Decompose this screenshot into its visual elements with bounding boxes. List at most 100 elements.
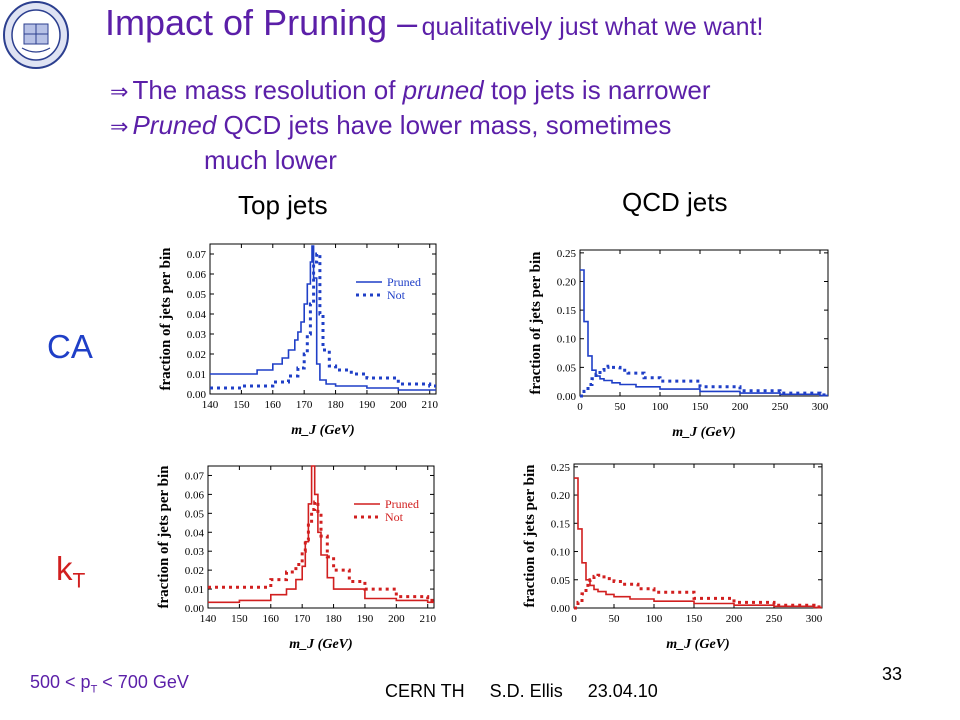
legend-label: Not xyxy=(387,288,406,302)
bullet-list: ⇒ The mass resolution of pruned top jets … xyxy=(110,74,711,177)
y-tick-label: 0.10 xyxy=(551,547,571,559)
plot-frame xyxy=(579,249,829,397)
x-tick-label: 190 xyxy=(359,399,376,411)
y-tick-label: 0.01 xyxy=(185,584,204,596)
y-tick-label: 0.10 xyxy=(557,334,577,346)
y-tick-label: 0.05 xyxy=(185,508,205,520)
bullet-item: ⇒ Pruned QCD jets have lower mass, someti… xyxy=(110,109,711,144)
series-pruned-line xyxy=(208,465,434,604)
series-not-line xyxy=(208,500,434,602)
legend-label: Pruned xyxy=(387,275,421,289)
x-tick-label: 180 xyxy=(327,399,344,411)
pt-prefix: 500 < p xyxy=(30,672,91,692)
series-pruned-line xyxy=(580,269,828,397)
y-tick-label: 0.01 xyxy=(187,369,206,381)
y-tick-label: 0.06 xyxy=(187,269,207,281)
col-title-top-jets: Top jets xyxy=(238,190,328,220)
y-tick-label: 0.00 xyxy=(185,603,205,615)
y-axis-label: fraction of jets per bin xyxy=(156,465,172,609)
x-tick-label: 140 xyxy=(200,613,217,625)
x-tick-label: 200 xyxy=(390,399,407,411)
x-axis-label: m_J (GeV) xyxy=(672,425,735,440)
x-tick-label: 210 xyxy=(421,399,438,411)
title-main: Impact of Pruning – xyxy=(105,2,418,43)
bullet-text: top jets is narrower xyxy=(483,75,711,105)
title-subtitle: qualitatively just what we want! xyxy=(421,13,764,41)
y-tick-label: 0.15 xyxy=(557,305,577,317)
implies-arrow-icon: ⇒ xyxy=(110,80,129,105)
x-tick-label: 300 xyxy=(806,613,823,625)
pt-range-label: 500 < pT < 700 GeV xyxy=(30,672,189,696)
x-tick-label: 250 xyxy=(766,613,783,625)
y-tick-label: 0.05 xyxy=(551,575,571,587)
row-label-kt-main: k xyxy=(56,550,73,587)
bullet-emphasis: Pruned xyxy=(132,110,217,140)
y-tick-label: 0.02 xyxy=(185,565,204,577)
row-label-kt: kT xyxy=(56,550,85,594)
y-axis-label: fraction of jets per bin xyxy=(158,247,174,391)
y-tick-label: 0.20 xyxy=(557,276,577,288)
x-tick-label: 150 xyxy=(233,399,250,411)
plot-frame xyxy=(573,463,823,609)
row-label-kt-sub: T xyxy=(72,569,86,593)
bullet-item: ⇒ The mass resolution of pruned top jets … xyxy=(110,74,711,109)
chart-kt-top-jets: 0.00 0.01 0.02 0.03 0.04 0.05 0.06 0.07 140 150 16… xyxy=(156,465,436,652)
plot-frame xyxy=(207,465,435,609)
y-tick-label: 0.03 xyxy=(187,329,207,341)
bullet-text: The mass resolution of xyxy=(132,75,403,105)
x-tick-label: 170 xyxy=(296,399,313,411)
y-tick-label: 0.20 xyxy=(551,490,571,502)
x-tick-label: 200 xyxy=(388,613,405,625)
x-axis-label: m_J (GeV) xyxy=(291,423,354,438)
y-tick-label: 0.04 xyxy=(185,527,205,539)
implies-arrow-icon: ⇒ xyxy=(110,115,129,140)
x-tick-label: 200 xyxy=(726,613,743,625)
y-tick-label: 0.00 xyxy=(557,391,577,403)
y-tick-label: 0.06 xyxy=(185,489,205,501)
x-tick-label: 150 xyxy=(692,401,709,413)
y-axis-label: fraction of jets per bin xyxy=(522,464,538,608)
x-tick-label: 150 xyxy=(231,613,248,625)
footer-text: CERN TH S.D. Ellis 23.04.10 xyxy=(385,681,658,701)
y-tick-label: 0.02 xyxy=(187,349,206,361)
y-tick-label: 0.25 xyxy=(551,462,571,474)
page-number: 33 xyxy=(882,664,903,684)
y-tick-label: 0.04 xyxy=(187,309,207,321)
pt-suffix: < 700 GeV xyxy=(97,672,189,692)
y-tick-label: 0.00 xyxy=(551,603,571,615)
bullet-emphasis: pruned xyxy=(402,75,484,105)
y-axis-label: fraction of jets per bin xyxy=(528,251,544,395)
y-tick-label: 0.05 xyxy=(187,289,207,301)
x-tick-label: 170 xyxy=(294,613,311,625)
plot-frame xyxy=(209,243,437,395)
y-tick-label: 0.05 xyxy=(557,362,577,374)
bullet-continuation: much lower xyxy=(204,145,337,175)
x-tick-label: 210 xyxy=(419,613,436,625)
x-tick-label: 150 xyxy=(686,613,703,625)
x-axis-label: m_J (GeV) xyxy=(289,637,352,652)
x-axis-label: m_J (GeV) xyxy=(666,637,729,652)
chart-ca-qcd-jets: 0.00 0.05 0.10 0.15 0.20 0.25 0 50 100 150 200 250 3… xyxy=(528,248,829,440)
x-tick-label: 100 xyxy=(646,613,663,625)
x-tick-label: 0 xyxy=(577,401,583,413)
x-tick-label: 160 xyxy=(263,613,280,625)
x-tick-label: 180 xyxy=(325,613,342,625)
university-seal-icon xyxy=(2,0,70,70)
col-title-qcd-jets: QCD jets xyxy=(622,187,728,217)
row-label-ca: CA xyxy=(47,328,93,365)
x-tick-label: 190 xyxy=(357,613,374,625)
x-tick-label: 300 xyxy=(812,401,829,413)
legend-label: Pruned xyxy=(385,497,419,511)
x-tick-label: 160 xyxy=(265,399,282,411)
bullet-text: QCD jets have lower mass, sometimes xyxy=(216,110,672,140)
x-tick-label: 140 xyxy=(202,399,219,411)
chart-kt-qcd-jets: 0.00 0.05 0.10 0.15 0.20 0.25 0 50 100 150 200 250 3… xyxy=(522,462,823,652)
y-tick-label: 0.00 xyxy=(187,389,207,401)
y-tick-label: 0.03 xyxy=(185,546,205,558)
y-tick-label: 0.07 xyxy=(187,249,207,261)
x-tick-label: 250 xyxy=(772,401,789,413)
slide-title: Impact of Pruning – qualitatively just w… xyxy=(105,2,763,44)
series-not-line xyxy=(574,573,822,610)
x-tick-label: 200 xyxy=(732,401,749,413)
x-tick-label: 50 xyxy=(615,401,627,413)
